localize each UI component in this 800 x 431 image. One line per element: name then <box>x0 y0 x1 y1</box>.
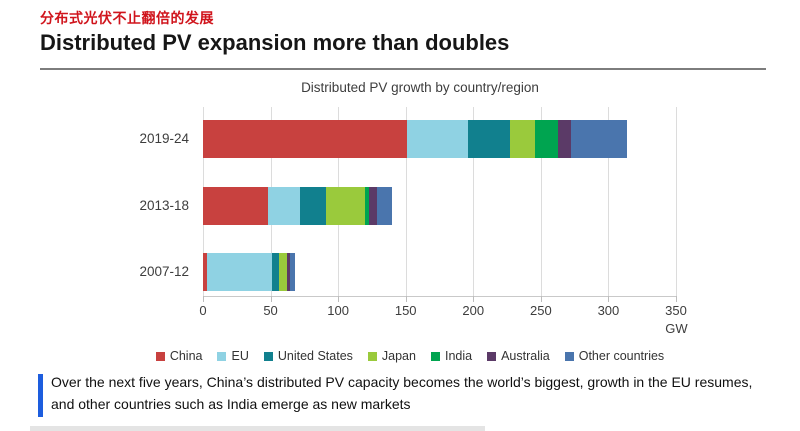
bar-segment-2007-12-japan[interactable] <box>278 253 287 291</box>
legend-item-eu: EU <box>217 349 249 363</box>
page-title: Distributed PV expansion more than doubl… <box>40 30 510 55</box>
x-tick-100 <box>338 296 340 302</box>
x-tick-350 <box>676 296 677 302</box>
legend-swatch-icon <box>430 351 440 361</box>
gridline-200 <box>473 107 475 296</box>
x-axis-tick-labels: 0 50 100 150 200 250 300 350 <box>199 303 686 319</box>
bar-segment-2013-18-united-states[interactable] <box>300 187 326 225</box>
bar-segment-2013-18-india[interactable] <box>365 187 370 225</box>
legend-label: Other countries <box>578 349 665 363</box>
legend-swatch-icon <box>155 351 165 361</box>
bar-segment-2007-12-india[interactable] <box>286 253 288 291</box>
legend-item-china: China <box>155 349 203 363</box>
legend-item-other-countries: Other countries <box>564 349 665 363</box>
x-tick-300 <box>608 296 610 302</box>
gridline-300 <box>608 107 610 296</box>
x-tick-150 <box>405 296 407 302</box>
legend-swatch-icon <box>263 351 273 361</box>
legend-label: United States <box>277 349 353 363</box>
bar-segment-2019-24-eu[interactable] <box>407 120 468 158</box>
x-tick-250 <box>540 296 542 302</box>
legend-label: EU <box>231 349 249 363</box>
x-tick-50 <box>270 296 272 302</box>
legend-label: India <box>444 349 473 363</box>
x-tick-label-50: 50 <box>263 303 278 318</box>
x-tick-0 <box>203 296 204 302</box>
bar-2019-24[interactable] <box>203 120 676 158</box>
bar-segment-2019-24-china[interactable] <box>203 120 408 158</box>
gridline-250 <box>540 107 542 296</box>
bar-segment-2019-24-other-countries[interactable] <box>570 120 628 158</box>
category-label-2013-18: 2013-18 <box>139 198 189 213</box>
legend-swatch-icon <box>487 351 497 361</box>
x-tick-label-100: 100 <box>327 303 349 318</box>
legend-item-united-states: United States <box>263 349 353 363</box>
legend-label: Japan <box>381 349 416 363</box>
x-tick-200 <box>473 296 475 302</box>
bar-segment-2007-12-australia[interactable] <box>287 253 291 291</box>
x-tick-label-300: 300 <box>597 303 620 318</box>
bar-segment-2013-18-japan[interactable] <box>325 187 366 225</box>
legend-item-india: India <box>430 349 473 363</box>
x-tick-label-200: 200 <box>462 303 485 318</box>
bar-segment-2013-18-australia[interactable] <box>369 187 378 225</box>
bar-segment-2019-24-united-states[interactable] <box>467 120 510 158</box>
legend-label: China <box>169 349 203 363</box>
bar-segment-2007-12-united-states[interactable] <box>271 253 279 291</box>
bar-segment-2013-18-china[interactable] <box>203 187 268 225</box>
legend-item-japan: Japan <box>367 349 416 363</box>
bar-2007-12[interactable] <box>203 253 676 291</box>
legend-swatch-icon <box>564 351 574 361</box>
legend-label: Australia <box>501 349 550 363</box>
chinese-subtitle: 分布式光伏不止翻倍的发展 <box>40 10 214 26</box>
x-tick-label-350: 350 <box>665 303 687 318</box>
category-label-2007-12: 2007-12 <box>139 264 189 279</box>
chart-legend: China EU United States Japan India Australia O… <box>120 349 700 363</box>
x-tick-label-150: 150 <box>394 303 417 318</box>
bar-segment-2019-24-japan[interactable] <box>509 120 536 158</box>
category-label-2019-24: 2019-24 <box>139 131 189 146</box>
bar-segment-2007-12-eu[interactable] <box>207 253 272 291</box>
x-tick-label-250: 250 <box>529 303 552 318</box>
bar-segment-2007-12-china[interactable] <box>203 253 208 291</box>
bar-2013-18[interactable] <box>203 187 676 225</box>
caption-accent-bar <box>38 374 43 417</box>
gridline-150 <box>405 107 407 296</box>
bar-segment-2019-24-india[interactable] <box>535 120 559 158</box>
gridline-350 <box>676 107 677 296</box>
legend-item-australia: Australia <box>487 349 550 363</box>
x-tick-label-0: 0 <box>199 303 207 318</box>
bar-segment-2013-18-eu[interactable] <box>267 187 301 225</box>
x-axis-unit-label: GW <box>665 321 688 336</box>
bar-segment-2013-18-other-countries[interactable] <box>377 187 393 225</box>
bar-segment-2019-24-australia[interactable] <box>558 120 571 158</box>
legend-swatch-icon <box>367 351 377 361</box>
legend-swatch-icon <box>217 351 227 361</box>
y-axis-category-labels: 2019-24 2013-18 2007-12 <box>114 107 196 297</box>
caption-text: Over the next five years, China’s distri… <box>51 374 753 412</box>
bottom-page-edge <box>30 426 485 431</box>
bar-segment-2007-12-other-countries[interactable] <box>290 253 295 291</box>
title-divider <box>40 68 766 70</box>
chart-title: Distributed PV growth by country/region <box>301 80 539 95</box>
chart-plot-area <box>203 107 677 302</box>
